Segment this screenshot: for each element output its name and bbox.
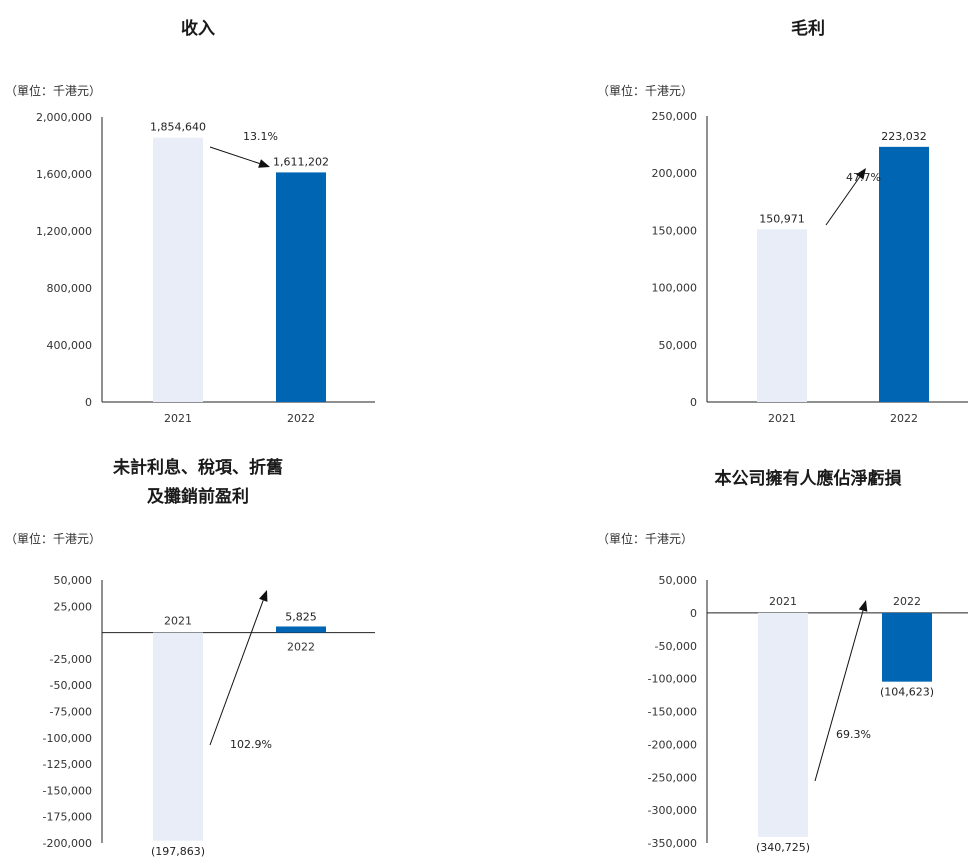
y-tick-label: -175,000 (43, 811, 92, 824)
data-label: 223,032 (881, 130, 927, 143)
unit-label: （單位：千港元） (5, 83, 101, 98)
change-arrow-line (825, 176, 861, 226)
data-label: (197,863) (151, 845, 205, 857)
y-tick-label: 1,600,000 (36, 168, 92, 181)
change-percent-label: 13.1% (243, 130, 278, 143)
y-tick-label: -100,000 (648, 673, 697, 686)
data-label: 1,854,640 (150, 121, 206, 134)
unit-label: （單位：千港元） (5, 531, 101, 546)
change-arrow-line (814, 610, 864, 782)
data-label: 5,825 (285, 610, 317, 623)
category-label: 2021 (768, 412, 796, 425)
y-tick-label: 800,000 (47, 282, 93, 295)
bar-2022 (276, 626, 326, 633)
change-arrow-head (258, 590, 268, 602)
y-tick-label: -300,000 (648, 804, 697, 817)
change-arrow-head (855, 168, 866, 180)
y-tick-label: 50,000 (54, 574, 93, 587)
category-label: 2021 (769, 595, 797, 608)
category-label: 2022 (890, 412, 918, 425)
chart-title: 收入 (181, 18, 215, 39)
y-tick-label: 250,000 (652, 110, 698, 123)
y-tick-label: 25,000 (54, 600, 93, 613)
y-tick-label: -125,000 (43, 758, 92, 771)
y-tick-label: 100,000 (652, 282, 698, 295)
bar-2022 (276, 172, 326, 402)
unit-label: （單位：千港元） (597, 531, 693, 546)
change-percent-label: 102.9% (230, 738, 272, 751)
y-tick-label: -250,000 (648, 771, 697, 784)
bar-2021 (758, 612, 808, 837)
bar-2021 (153, 632, 203, 841)
y-tick-label: -25,000 (50, 653, 92, 666)
y-tick-label: 0 (690, 607, 697, 620)
y-tick-label: 50,000 (659, 339, 698, 352)
chart-title: 未計利息、稅項、折舊 (112, 457, 283, 478)
change-percent-label: 47.7% (846, 171, 881, 184)
bar-2022 (879, 146, 929, 402)
y-tick-label: -350,000 (648, 837, 697, 850)
category-label: 2022 (287, 412, 315, 425)
category-label: 2021 (164, 412, 192, 425)
y-tick-label: -100,000 (43, 732, 92, 745)
chart-title: 毛利 (791, 18, 825, 39)
data-label: 150,971 (759, 212, 805, 225)
chart-title: 本公司擁有人應佔淨虧損 (715, 468, 903, 489)
y-tick-label: 0 (85, 396, 92, 409)
bar-2021 (757, 229, 807, 402)
y-tick-label: -50,000 (655, 640, 697, 653)
bar-2021 (153, 137, 203, 402)
change-arrow-head (858, 600, 868, 612)
y-tick-label: -150,000 (648, 706, 697, 719)
bar-2022 (882, 612, 932, 682)
y-tick-label: 2,000,000 (36, 111, 92, 124)
category-label: 2021 (164, 615, 192, 628)
chart-net-loss: 本公司擁有人應佔淨虧損 （單位：千港元） 50,000 0 -50,000 -100,00… (597, 468, 968, 854)
y-tick-label: -200,000 (43, 837, 92, 850)
y-tick-label: -75,000 (50, 706, 92, 719)
y-tick-label: 0 (690, 396, 697, 409)
data-label: (104,623) (880, 686, 934, 699)
y-tick-label: 200,000 (652, 167, 698, 180)
y-tick-label: 150,000 (652, 224, 698, 237)
category-label: 2022 (893, 595, 921, 608)
data-label: (340,725) (756, 841, 810, 854)
data-label: 1,611,202 (273, 155, 329, 168)
y-tick-label: 400,000 (47, 339, 93, 352)
change-percent-label: 69.3% (836, 728, 871, 741)
y-tick-label: -150,000 (43, 784, 92, 797)
y-tick-label: -200,000 (648, 738, 697, 751)
change-arrow-line (209, 600, 264, 746)
y-tick-label: 1,200,000 (36, 225, 92, 238)
change-arrow-line (209, 146, 260, 164)
chart-gross-profit: 毛利 （單位：千港元） 250,000 200,000 150,000 100,000 50… (597, 18, 968, 425)
y-tick-label: -50,000 (50, 679, 92, 692)
change-arrow-head (258, 159, 270, 168)
chart-revenue: 收入 （單位：千港元） 2,000,000 1,600,000 1,200,000 800… (5, 18, 375, 425)
unit-label: （單位：千港元） (597, 83, 693, 98)
chart-title: 及攤銷前盈利 (147, 486, 249, 507)
y-tick-label: 50,000 (659, 574, 698, 587)
category-label: 2022 (287, 641, 315, 654)
